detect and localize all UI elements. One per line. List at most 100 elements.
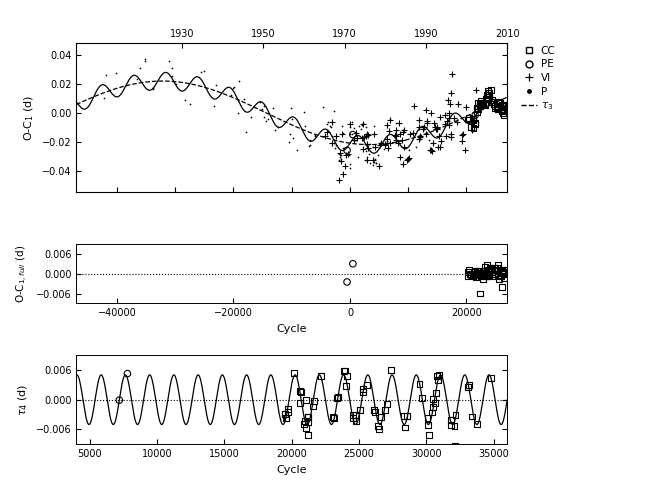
Point (418, 123, 429, 130)
Point (347, 131, 358, 139)
Point (499, 274, 509, 282)
Point (241, 128, 251, 136)
Point (442, 117, 453, 125)
Point (347, 130, 357, 138)
Point (305, 141, 316, 149)
Point (402, 156, 412, 164)
Point (498, 269, 509, 277)
Point (492, 264, 503, 271)
Point (368, 161, 379, 169)
Point (444, 121, 454, 128)
Point (351, 129, 361, 137)
Point (420, 106, 431, 114)
Point (426, 146, 436, 154)
Point (357, 120, 368, 128)
Point (484, 89, 495, 97)
Point (486, 374, 497, 382)
Point (337, 170, 348, 178)
Point (467, 270, 478, 278)
Point (487, 97, 498, 104)
Point (420, 130, 431, 138)
Point (460, 103, 471, 111)
Point (336, 157, 347, 165)
Point (352, 134, 363, 142)
Point (308, 403, 318, 411)
Point (361, 381, 372, 389)
Point (380, 406, 391, 414)
Point (362, 156, 373, 164)
Point (349, 137, 359, 145)
Point (487, 99, 498, 106)
Point (482, 95, 493, 102)
Point (330, 132, 341, 140)
Point (246, 113, 257, 121)
Point (489, 272, 500, 280)
Point (446, 70, 457, 77)
Point (481, 270, 492, 278)
Point (399, 142, 410, 150)
Point (282, 405, 293, 413)
Point (329, 414, 339, 422)
Point (391, 136, 402, 144)
Point (345, 123, 355, 131)
Point (499, 105, 509, 113)
Point (132, 75, 143, 83)
Point (472, 108, 483, 115)
Point (428, 395, 438, 403)
Point (344, 120, 355, 128)
Point (434, 371, 444, 379)
Point (385, 139, 395, 146)
Point (344, 160, 355, 168)
Point (326, 123, 336, 130)
X-axis label: Cycle: Cycle (276, 465, 307, 475)
Point (489, 104, 500, 112)
Point (428, 403, 438, 411)
Point (376, 140, 387, 147)
Point (479, 101, 490, 109)
Point (498, 109, 509, 116)
Point (348, 136, 359, 144)
Point (414, 116, 424, 124)
Point (429, 399, 440, 407)
Point (365, 141, 375, 148)
Point (363, 131, 373, 139)
Point (457, 131, 467, 139)
Point (318, 103, 329, 111)
Point (355, 406, 366, 414)
Point (463, 383, 473, 391)
Point (373, 425, 384, 433)
Point (288, 369, 299, 377)
Point (369, 408, 380, 415)
Point (170, 80, 181, 87)
Point (464, 114, 475, 121)
Point (369, 158, 379, 166)
Point (110, 69, 121, 77)
Point (402, 155, 413, 162)
Point (474, 102, 485, 110)
Point (393, 140, 404, 147)
Point (330, 144, 340, 152)
Point (483, 87, 493, 95)
Point (99, 94, 109, 102)
Point (469, 271, 479, 279)
Y-axis label: $\tau_4$ (d): $\tau_4$ (d) (17, 384, 30, 416)
Point (326, 132, 337, 140)
Point (337, 122, 347, 129)
Point (477, 100, 488, 108)
Point (422, 414, 433, 422)
Point (474, 270, 485, 278)
Point (444, 114, 454, 121)
Point (414, 133, 425, 141)
Point (463, 381, 474, 389)
Point (432, 125, 443, 132)
Point (466, 271, 477, 279)
Point (430, 123, 440, 131)
Point (459, 146, 470, 154)
Point (477, 270, 487, 277)
Point (310, 132, 320, 140)
Point (164, 57, 174, 65)
Point (335, 149, 345, 157)
Point (343, 150, 353, 158)
Point (358, 385, 369, 393)
Point (466, 124, 477, 131)
